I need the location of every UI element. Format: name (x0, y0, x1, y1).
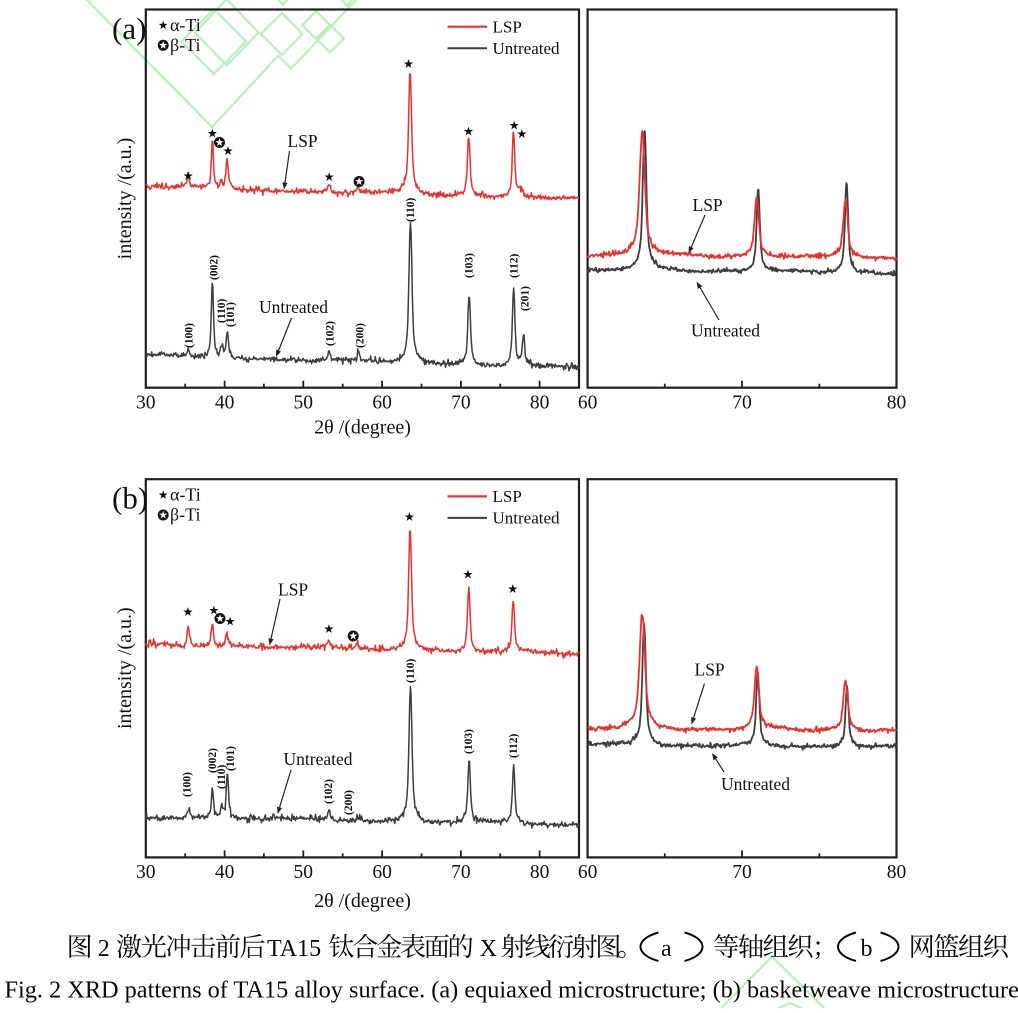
svg-text:(201): (201) (520, 286, 532, 311)
svg-text:70: 70 (732, 393, 752, 414)
svg-text:LSP: LSP (693, 195, 723, 215)
svg-text:30: 30 (136, 862, 156, 883)
svg-text:intensity /(a.u.): intensity /(a.u.) (114, 607, 136, 729)
svg-text:60: 60 (372, 393, 392, 414)
svg-text:2θ /(degree): 2θ /(degree) (314, 417, 411, 439)
svg-text:80: 80 (887, 862, 907, 883)
svg-text:(101): (101) (225, 302, 237, 327)
svg-text:Untreated: Untreated (691, 321, 760, 341)
svg-text:(002): (002) (208, 255, 220, 280)
svg-text:(110): (110) (405, 659, 417, 683)
svg-text:β-Ti: β-Ti (170, 35, 201, 55)
svg-text:X: X (480, 936, 497, 962)
svg-text:(100): (100) (182, 772, 194, 797)
svg-text:(103): (103) (463, 729, 475, 754)
svg-text:60: 60 (578, 393, 598, 414)
svg-text:80: 80 (530, 393, 550, 414)
svg-text:2: 2 (98, 936, 110, 962)
svg-text:b: b (861, 936, 873, 962)
svg-text:Untreated: Untreated (493, 509, 561, 528)
svg-text:LSP: LSP (493, 487, 522, 506)
svg-text:(102): (102) (323, 779, 335, 804)
svg-text:2θ /(degree): 2θ /(degree) (314, 890, 411, 912)
svg-text:50: 50 (294, 393, 314, 414)
svg-text:Untreated: Untreated (493, 39, 561, 58)
svg-text:(b): (b) (112, 481, 148, 516)
svg-text:a: a (661, 936, 672, 962)
svg-text:(200): (200) (355, 323, 367, 348)
svg-text:(103): (103) (464, 253, 476, 278)
svg-text:(200): (200) (343, 790, 355, 815)
svg-text:(110): (110) (405, 198, 417, 222)
svg-text:80: 80 (530, 862, 550, 883)
svg-text:β-Ti: β-Ti (170, 505, 201, 525)
svg-text:70: 70 (732, 862, 752, 883)
svg-text:(101): (101) (225, 746, 237, 771)
svg-text:LSP: LSP (695, 660, 725, 680)
svg-text:Fig. 2 XRD patterns of TA15 al: Fig. 2 XRD patterns of TA15 alloy surfac… (5, 977, 1018, 1004)
svg-text:(112): (112) (509, 254, 521, 278)
svg-text:(a): (a) (112, 11, 146, 46)
svg-text:60: 60 (372, 862, 392, 883)
svg-text:70: 70 (451, 862, 471, 883)
svg-text:80: 80 (887, 393, 907, 414)
svg-text:30: 30 (136, 393, 156, 414)
svg-text:Untreated: Untreated (284, 749, 353, 769)
svg-text:Untreated: Untreated (259, 297, 328, 317)
svg-text:LSP: LSP (278, 580, 308, 600)
svg-text:LSP: LSP (493, 18, 522, 37)
svg-text:40: 40 (215, 393, 235, 414)
svg-text:LSP: LSP (288, 131, 318, 151)
svg-text:40: 40 (215, 862, 235, 883)
svg-text:(102): (102) (325, 321, 337, 346)
svg-text:50: 50 (294, 862, 314, 883)
svg-text:α-Ti: α-Ti (170, 485, 201, 505)
svg-text:60: 60 (578, 862, 598, 883)
svg-text:α-Ti: α-Ti (170, 15, 201, 35)
svg-text:(100): (100) (184, 323, 196, 348)
svg-text:intensity /(a.u.): intensity /(a.u.) (114, 138, 136, 260)
svg-text:TA15: TA15 (267, 936, 321, 962)
svg-text:Untreated: Untreated (721, 774, 790, 794)
svg-text:70: 70 (451, 393, 471, 414)
svg-text:(112): (112) (508, 734, 520, 758)
